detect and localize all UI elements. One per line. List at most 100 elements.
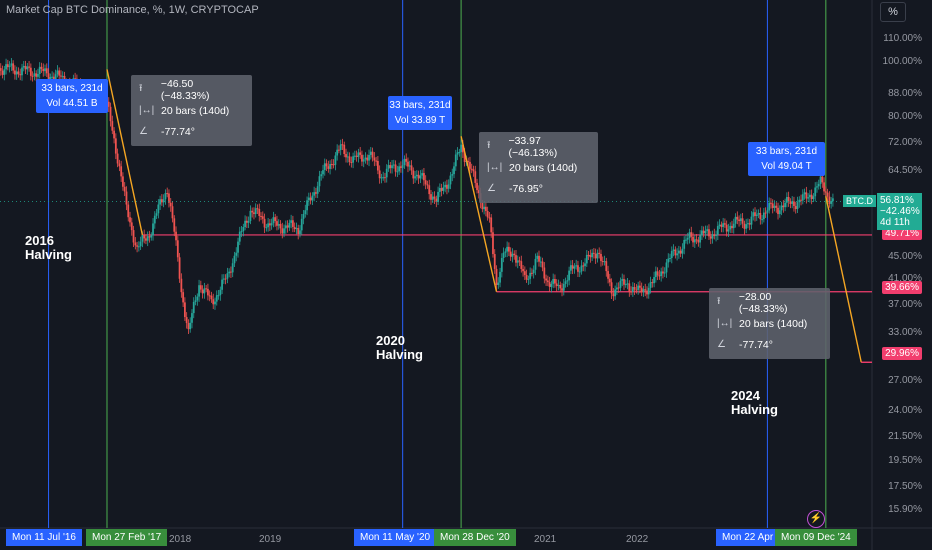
candle-body: [585, 254, 588, 264]
candle-body: [265, 227, 268, 229]
candle-body: [387, 165, 390, 169]
candle-body: [254, 208, 257, 215]
candle-body: [672, 249, 675, 251]
candle-body: [635, 289, 638, 291]
chart-title: Market Cap BTC Dominance, %, 1W, CRYPTOC…: [6, 4, 259, 16]
candle-body: [660, 271, 663, 277]
candle-body: [215, 295, 218, 302]
measure-bars: 20 bars (140d): [739, 317, 808, 330]
candle-body: [315, 192, 317, 194]
candle-body: [708, 229, 710, 237]
candle-body: [235, 252, 238, 256]
measure-box[interactable]: ⭱ −33.97 (−46.13%) |↔| 20 bars (140d) ∠ -76…: [479, 132, 598, 203]
candle-body: [178, 257, 181, 279]
candle-body: [534, 258, 537, 270]
candle-body: [330, 164, 333, 166]
candle-body: [601, 260, 604, 262]
candle-body: [123, 186, 126, 192]
candle-body: [6, 64, 9, 68]
candle-body: [286, 225, 289, 228]
candle-body: [384, 177, 386, 179]
candle-body: [463, 152, 466, 162]
candle-body: [21, 67, 23, 76]
live-price-countdown: 4d 11h: [880, 217, 910, 228]
candle-body: [168, 193, 170, 203]
candle-body: [600, 253, 602, 261]
candle-body: [699, 235, 702, 243]
candle-body: [130, 222, 133, 231]
candle-body: [284, 225, 287, 229]
candle-body: [318, 176, 321, 187]
candle-body: [258, 209, 261, 216]
candle-body: [623, 279, 625, 285]
y-tick-label: 110.00%: [883, 33, 922, 44]
candle-body: [513, 253, 516, 256]
candle-body: [414, 176, 416, 179]
y-tick-label: 19.50%: [888, 455, 922, 466]
bar-count-box[interactable]: 33 bars, 231d Vol 49.04 T: [748, 142, 825, 176]
candle-body: [150, 235, 153, 238]
lightning-icon[interactable]: ⚡: [807, 510, 825, 528]
candle-body: [768, 202, 771, 211]
bar-count-box[interactable]: 33 bars, 231d Vol 44.51 B: [36, 79, 108, 113]
candle-body: [327, 166, 330, 169]
candle-body: [180, 278, 183, 293]
candle-body: [743, 223, 746, 229]
candle-body: [807, 197, 810, 199]
candle-body: [56, 70, 59, 75]
candle-body: [819, 176, 822, 184]
candle-body: [798, 199, 801, 203]
candle-body: [37, 73, 39, 77]
candle-body: [107, 101, 110, 107]
candle-body: [346, 156, 349, 158]
candle-body: [442, 187, 445, 191]
candle-body: [630, 291, 632, 293]
candle-body: [663, 272, 666, 274]
live-price-value: 56.81%: [880, 195, 914, 206]
y-tick-label: 72.00%: [888, 137, 922, 148]
candle-body: [260, 215, 262, 217]
candle-body: [755, 214, 758, 217]
candle-body: [339, 144, 342, 150]
level-badge: 39.66%: [882, 281, 922, 294]
candle-body: [472, 169, 475, 172]
candle-body: [114, 138, 117, 154]
measure-angle: -77.74°: [739, 338, 773, 351]
bar-count-box[interactable]: 33 bars, 231d Vol 33.89 T: [388, 96, 452, 130]
candle-body: [293, 226, 296, 230]
y-tick-label: 33.00%: [888, 327, 922, 338]
candle-body: [488, 217, 491, 219]
level-badge: 29.96%: [882, 347, 922, 360]
candle-body: [0, 68, 2, 71]
candle-body: [508, 246, 510, 252]
candle-body: [700, 230, 703, 236]
candle-body: [469, 161, 471, 169]
date-badge: Mon 09 Dec '24: [775, 529, 857, 546]
candle-body: [375, 160, 378, 162]
candle-body: [577, 265, 579, 272]
level-badge: 49.71%: [882, 227, 922, 240]
candle-body: [688, 232, 691, 238]
candle-body: [173, 218, 176, 232]
candle-body: [433, 196, 436, 199]
candle-body: [306, 200, 308, 211]
candle-body: [610, 282, 613, 294]
candle-body: [127, 204, 130, 218]
candle-body: [33, 73, 36, 76]
measure-box[interactable]: ⭱ −28.00 (−48.33%) |↔| 20 bars (140d) ∠ -77…: [709, 288, 830, 359]
candle-body: [504, 251, 507, 253]
measure-bars: 20 bars (140d): [509, 161, 578, 174]
candle-body: [311, 195, 314, 201]
candle-body: [392, 164, 395, 166]
percent-scale-button[interactable]: %: [880, 2, 906, 22]
candle-body: [401, 165, 404, 168]
measure-box[interactable]: ⭱ −46.50 (−48.33%) |↔| 20 bars (140d) ∠ -77…: [131, 75, 252, 146]
measure-angle: -77.74°: [161, 125, 195, 138]
candle-body: [424, 180, 427, 185]
candle-body: [564, 281, 567, 284]
candle-body: [561, 288, 563, 291]
candle-body: [169, 202, 172, 207]
candle-body: [49, 77, 52, 80]
x-tick-label: 2018: [169, 534, 192, 545]
